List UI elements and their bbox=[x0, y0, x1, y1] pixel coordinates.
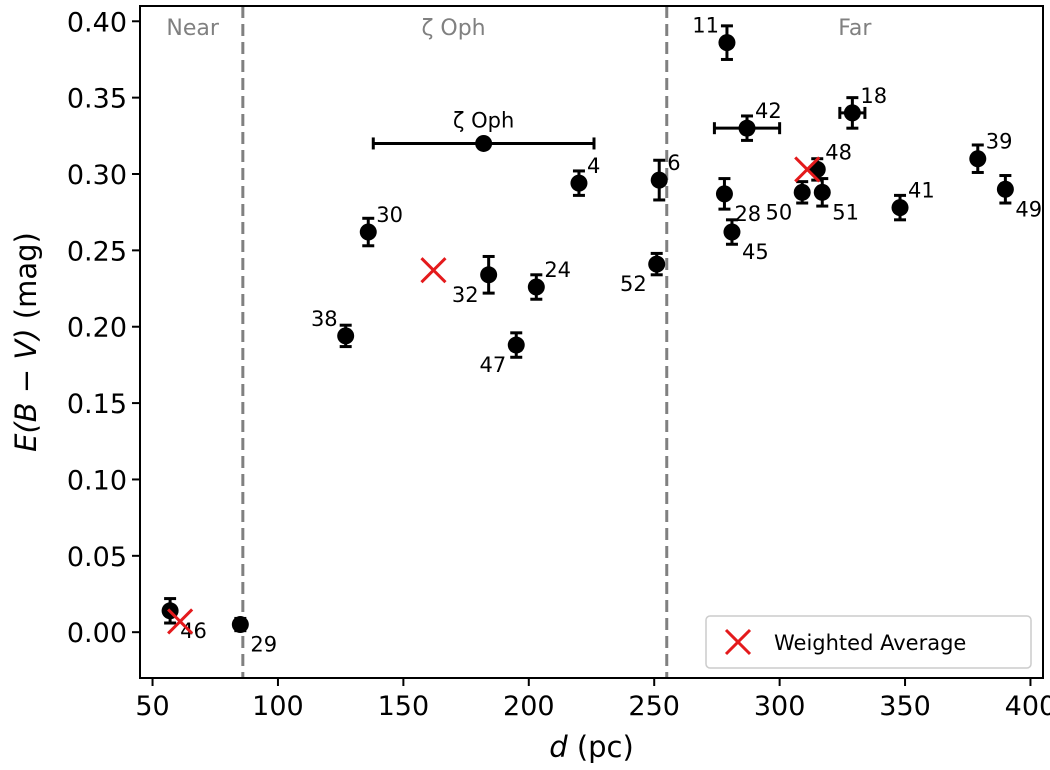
data-point-9: 52 bbox=[620, 251, 666, 296]
x-tick-label: 350 bbox=[879, 691, 931, 722]
point-label: 11 bbox=[692, 14, 719, 38]
legend-box bbox=[705, 615, 1032, 669]
data-point-18: 18 bbox=[838, 84, 887, 130]
point-label: 30 bbox=[376, 203, 403, 227]
data-point-13: 45 bbox=[723, 218, 769, 264]
x-tick-label: 300 bbox=[754, 691, 806, 722]
cross-stroke-b bbox=[724, 628, 752, 656]
data-marker bbox=[527, 278, 545, 296]
weighted-average-marker-2 bbox=[794, 156, 821, 183]
data-marker bbox=[480, 266, 498, 284]
data-marker bbox=[650, 171, 668, 189]
point-label: 47 bbox=[480, 353, 507, 377]
y-tick-label: 0.20 bbox=[67, 313, 127, 344]
data-marker bbox=[715, 185, 733, 203]
data-point-6: 47 bbox=[480, 331, 525, 377]
point-label: 42 bbox=[755, 99, 782, 123]
data-point-15: 50 bbox=[765, 180, 811, 224]
point-label: 50 bbox=[765, 200, 792, 224]
data-point-14: 42 bbox=[712, 99, 782, 142]
data-marker bbox=[337, 327, 355, 345]
data-point-19: 41 bbox=[891, 179, 935, 222]
data-marker bbox=[359, 223, 377, 241]
data-point-5: 32 bbox=[452, 254, 498, 307]
point-label: 51 bbox=[832, 200, 859, 224]
y-tick-label: 0.05 bbox=[67, 542, 127, 573]
point-label: 45 bbox=[742, 240, 769, 264]
data-point-21: 49 bbox=[996, 174, 1042, 221]
y-tick-label: 0.10 bbox=[67, 465, 127, 496]
data-point-7: 24 bbox=[527, 258, 571, 301]
point-label: 49 bbox=[1015, 197, 1042, 221]
data-point-1: 29 bbox=[231, 616, 277, 657]
y-tick-label: 0.40 bbox=[67, 7, 127, 38]
point-label: 4 bbox=[587, 154, 600, 178]
data-marker bbox=[475, 134, 493, 152]
cross-stroke-b bbox=[794, 156, 821, 183]
point-label: 38 bbox=[311, 307, 338, 331]
data-marker bbox=[723, 223, 741, 241]
x-tick-label: 150 bbox=[378, 691, 430, 722]
data-point-12: 28 bbox=[715, 177, 761, 226]
x-tick-label: 250 bbox=[628, 691, 680, 722]
legend-marker bbox=[724, 628, 752, 656]
weighted-average-marker-0 bbox=[167, 608, 194, 635]
legend-label: Weighted Average bbox=[774, 631, 966, 655]
data-marker bbox=[718, 34, 736, 52]
data-marker bbox=[738, 119, 756, 137]
point-label: 41 bbox=[908, 179, 935, 203]
region-label-1: ζ Oph bbox=[421, 16, 485, 41]
point-label: 6 bbox=[667, 151, 680, 175]
point-label: 24 bbox=[544, 258, 571, 282]
data-point-10: 6 bbox=[650, 151, 681, 202]
y-tick-label: 0.00 bbox=[67, 618, 127, 649]
data-marker bbox=[231, 616, 249, 634]
y-tick-label: 0.15 bbox=[67, 389, 127, 420]
point-label: 39 bbox=[986, 130, 1013, 154]
point-label: 28 bbox=[734, 202, 761, 226]
data-marker bbox=[843, 104, 861, 122]
data-point-4: ζ Oph bbox=[371, 108, 596, 152]
point-label: ζ Oph bbox=[453, 108, 514, 132]
data-marker bbox=[648, 255, 666, 273]
y-tick-label: 0.30 bbox=[67, 160, 127, 191]
data-marker bbox=[507, 336, 525, 354]
y-tick-label: 0.25 bbox=[67, 236, 127, 267]
weighted-average-marker-1 bbox=[420, 257, 447, 284]
y-axis-title: E(B − V) (mag) bbox=[9, 232, 43, 452]
region-label-2: Far bbox=[838, 16, 872, 41]
x-tick-label: 100 bbox=[252, 691, 304, 722]
x-axis-title: d (pc) bbox=[549, 730, 634, 764]
data-point-8: 4 bbox=[570, 154, 600, 197]
point-label: 46 bbox=[180, 619, 207, 643]
data-marker bbox=[996, 180, 1014, 198]
x-tick-label: 400 bbox=[1005, 691, 1050, 722]
x-tick-label: 50 bbox=[135, 691, 169, 722]
data-marker bbox=[793, 183, 811, 201]
point-label: 29 bbox=[250, 633, 277, 657]
legend: Weighted Average bbox=[705, 615, 1032, 669]
cross-stroke-b bbox=[420, 257, 447, 284]
data-point-17: 51 bbox=[813, 177, 859, 224]
data-marker bbox=[570, 174, 588, 192]
y-tick-label: 0.35 bbox=[67, 84, 127, 115]
data-point-2: 38 bbox=[311, 307, 355, 349]
plot-frame bbox=[139, 5, 1044, 679]
data-point-11: 11 bbox=[692, 14, 736, 61]
x-tick-label: 200 bbox=[503, 691, 555, 722]
point-label: 52 bbox=[620, 272, 647, 296]
point-label: 48 bbox=[825, 140, 852, 164]
data-marker bbox=[813, 183, 831, 201]
point-label: 32 bbox=[452, 283, 479, 307]
region-label-0: Near bbox=[166, 16, 219, 41]
data-point-3: 30 bbox=[359, 203, 403, 248]
cross-stroke-b bbox=[167, 608, 194, 635]
data-marker bbox=[891, 199, 909, 217]
data-marker bbox=[969, 150, 987, 168]
data-point-20: 39 bbox=[969, 130, 1013, 174]
data-point-16: 48 bbox=[808, 140, 852, 182]
point-label: 18 bbox=[860, 84, 887, 108]
data-point-0: 46 bbox=[161, 597, 207, 643]
